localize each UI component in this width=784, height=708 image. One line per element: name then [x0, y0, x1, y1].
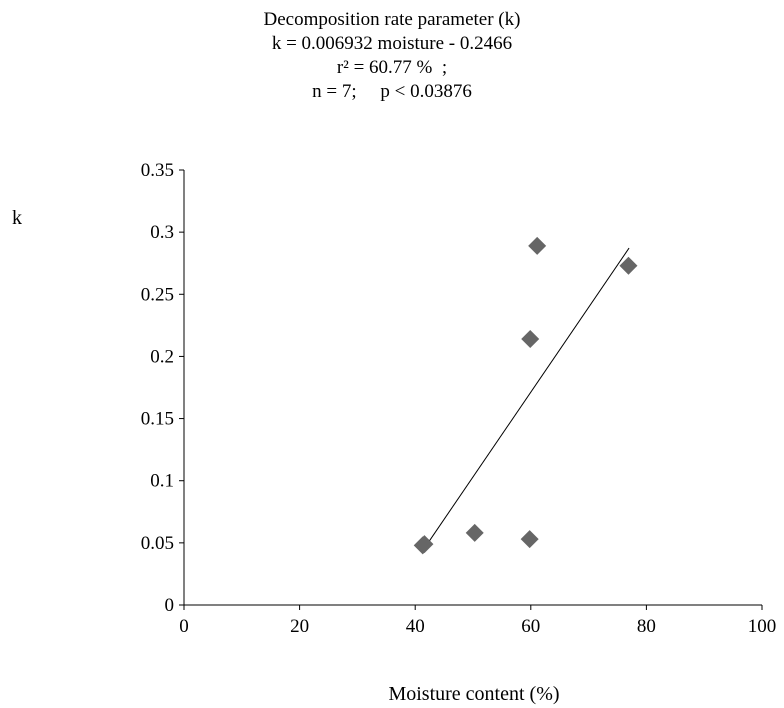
x-axis-title: Moisture content (%): [388, 683, 559, 705]
y-tick-label: 0.15: [141, 409, 174, 430]
y-tick-label: 0.25: [141, 284, 174, 305]
trendline: [422, 247, 630, 551]
data-point: [528, 236, 547, 255]
x-tick-label: 0: [179, 616, 189, 637]
x-tick-label: 80: [637, 616, 656, 637]
x-tick-label: 20: [290, 616, 309, 637]
x-tick-label: 100: [748, 616, 777, 637]
x-tick-label: 60: [521, 616, 540, 637]
y-tick-label: 0: [165, 595, 175, 616]
y-axis-title: k: [12, 207, 22, 229]
r-squared: r² = 60.77 % ;: [336, 57, 448, 78]
data-point: [520, 530, 539, 549]
chart-title-block: Decomposition rate parameter (k) k = 0.0…: [0, 8, 784, 104]
x-tick-label: 40: [406, 616, 425, 637]
data-point: [521, 330, 540, 349]
y-tick-label: 0.1: [150, 471, 174, 492]
chart-title: Decomposition rate parameter (k): [263, 9, 521, 30]
data-point: [465, 523, 484, 542]
y-tick-label: 0.3: [150, 222, 174, 243]
y-tick-label: 0.2: [150, 346, 174, 367]
regression-equation: k = 0.006932 moisture - 0.2466: [271, 33, 513, 54]
y-tick-label: 0.05: [141, 533, 174, 554]
points-group: [413, 236, 638, 555]
y-tick-label: 0.35: [141, 160, 174, 181]
data-point: [415, 535, 434, 554]
axes: 0 0.05 0.1 0.15 0.2 0.25 0.3 0.35 0 20 40 60 80 100: [141, 160, 777, 637]
trendline-group: [422, 247, 630, 551]
data-point: [619, 256, 638, 275]
sample-stats: n = 7; p < 0.03876: [312, 81, 472, 102]
